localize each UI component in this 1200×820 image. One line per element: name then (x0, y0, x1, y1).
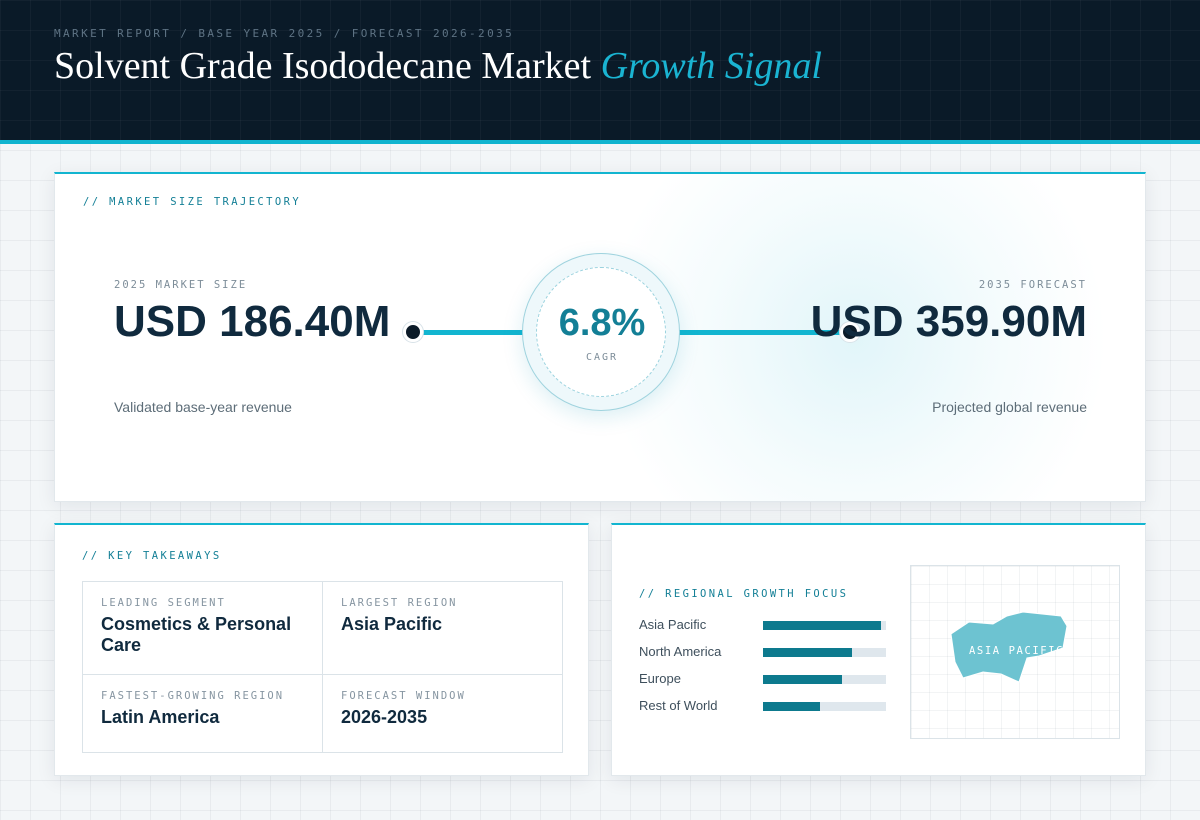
cagr-label: CAGR (585, 352, 619, 363)
map-label: ASIA PACIFIC (969, 645, 1065, 657)
regional-growth-card: // REGIONAL GROWTH FOCUS Asia Pacific No… (611, 523, 1146, 776)
bar-fill (763, 621, 882, 630)
trajectory-section-label: // MARKET SIZE TRAJECTORY (83, 196, 302, 208)
takeaways-grid: LEADING SEGMENT Cosmetics & Personal Car… (82, 581, 563, 753)
cagr-badge-inner: 6.8% CAGR (536, 267, 666, 397)
cagr-value: 6.8% (558, 302, 646, 344)
takeaway-leading-segment: LEADING SEGMENT Cosmetics & Personal Car… (83, 582, 323, 675)
page-header: MARKET REPORT / BASE YEAR 2025 / FORECAS… (0, 0, 1200, 144)
region-name: North America (639, 644, 722, 659)
bar-track (763, 675, 886, 684)
takeaway-caption: FORECAST WINDOW (341, 690, 466, 702)
bar-fill (763, 675, 842, 684)
takeaway-value: Latin America (101, 707, 220, 727)
bar-track (763, 702, 886, 711)
bar-fill (763, 648, 852, 657)
region-name: Europe (639, 671, 681, 686)
takeaway-value: 2026-2035 (341, 707, 428, 727)
base-year-caption: 2025 MARKET SIZE (114, 279, 248, 291)
takeaways-section-label: // KEY TAKEAWAYS (82, 550, 222, 562)
bar-fill (763, 702, 820, 711)
asia-pacific-map-icon (950, 611, 1068, 683)
cagr-badge: 6.8% CAGR (522, 253, 680, 411)
regional-bar-row: Asia Pacific (639, 617, 889, 644)
region-map: ASIA PACIFIC (910, 565, 1120, 739)
region-name: Rest of World (639, 698, 718, 713)
takeaway-caption: LEADING SEGMENT (101, 597, 226, 609)
base-year-value: USD 186.40M (114, 297, 391, 346)
forecast-dot (840, 322, 860, 342)
regional-bar-row: Europe (639, 671, 889, 698)
regional-bars: Asia Pacific North America Europe Rest o… (639, 617, 889, 725)
takeaway-caption: FASTEST-GROWING REGION (101, 690, 285, 702)
forecast-value: USD 359.90M (810, 297, 1087, 346)
page-title: Solvent Grade Isododecane Market Growth … (54, 44, 822, 88)
bar-track (763, 648, 886, 657)
base-year-dot (403, 322, 423, 342)
takeaway-value: Asia Pacific (341, 614, 443, 634)
base-year-subtitle: Validated base-year revenue (114, 399, 292, 415)
bar-track (763, 621, 886, 630)
takeaway-caption: LARGEST REGION (341, 597, 458, 609)
forecast-subtitle: Projected global revenue (932, 399, 1087, 415)
forecast-caption: 2035 FORECAST (978, 279, 1087, 291)
breadcrumb: MARKET REPORT / BASE YEAR 2025 / FORECAS… (54, 27, 515, 40)
market-size-trajectory-card: // MARKET SIZE TRAJECTORY 2025 MARKET SI… (54, 172, 1146, 502)
key-takeaways-card: // KEY TAKEAWAYS LEADING SEGMENT Cosmeti… (54, 523, 589, 776)
title-accent: Growth Signal (600, 45, 822, 87)
takeaway-forecast-window: FORECAST WINDOW 2026-2035 (323, 675, 562, 752)
takeaway-fastest-growing-region: FASTEST-GROWING REGION Latin America (83, 675, 323, 752)
regional-section-label: // REGIONAL GROWTH FOCUS (639, 588, 849, 600)
trajectory-line-left (420, 330, 524, 335)
takeaway-value: Cosmetics & Personal Care (101, 614, 292, 655)
takeaway-largest-region: LARGEST REGION Asia Pacific (323, 582, 562, 675)
regional-bar-row: North America (639, 644, 889, 671)
title-main: Solvent Grade Isododecane Market (54, 45, 601, 87)
region-name: Asia Pacific (639, 617, 707, 632)
regional-bar-row: Rest of World (639, 698, 889, 725)
trajectory-line-right (677, 330, 847, 335)
